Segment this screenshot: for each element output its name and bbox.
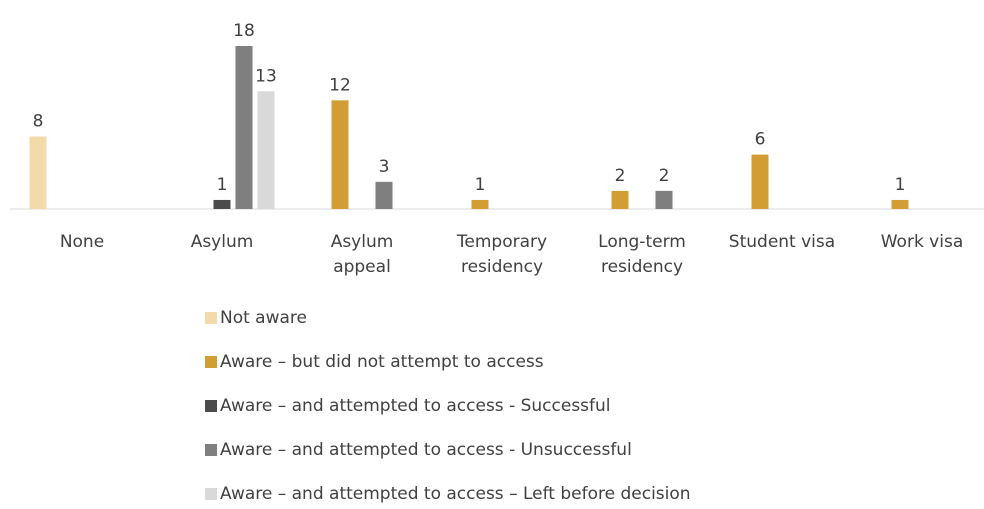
bar bbox=[331, 100, 349, 209]
x-tick-label: Temporary residency bbox=[456, 232, 548, 277]
legend-swatch bbox=[205, 312, 217, 324]
bar bbox=[235, 46, 253, 209]
legend-item: Not aware bbox=[205, 307, 307, 329]
legend-swatch bbox=[205, 488, 217, 500]
data-label: 1 bbox=[217, 175, 228, 195]
x-tick-label: Long-term residency bbox=[598, 232, 686, 277]
x-tick-label: Asylum appeal bbox=[330, 232, 394, 277]
data-label: 6 bbox=[755, 130, 766, 150]
legend-item: Aware – and attempted to access - Succes… bbox=[205, 395, 611, 417]
data-label: 12 bbox=[329, 75, 351, 95]
data-label: 18 bbox=[233, 21, 255, 41]
x-tick-label: Asylum bbox=[190, 232, 254, 252]
legend-swatch bbox=[205, 444, 217, 456]
bar bbox=[611, 190, 629, 209]
bar bbox=[471, 199, 489, 209]
bar bbox=[891, 199, 909, 209]
legend-label: Aware – and attempted to access - Unsucc… bbox=[220, 440, 632, 460]
data-label: 8 bbox=[33, 112, 44, 132]
legend-swatch bbox=[205, 356, 217, 368]
bar bbox=[257, 91, 275, 209]
data-label: 2 bbox=[659, 166, 670, 186]
bar bbox=[375, 181, 393, 209]
bar bbox=[29, 136, 47, 209]
legend-label: Not aware bbox=[220, 308, 308, 328]
bar bbox=[213, 199, 231, 209]
x-tick-label: Student visa bbox=[728, 232, 836, 252]
legend-label: Aware – and attempted to access - Succes… bbox=[220, 396, 611, 416]
legend-label: Aware – and attempted to access – Left b… bbox=[220, 484, 691, 504]
data-label: 1 bbox=[475, 175, 486, 195]
legend-item: Aware – and attempted to access – Left b… bbox=[205, 483, 691, 505]
x-tick-label: None bbox=[59, 232, 105, 252]
legend-item: Aware – but did not attempt to access bbox=[205, 351, 544, 373]
data-label: 3 bbox=[379, 157, 390, 177]
legend-swatch bbox=[205, 400, 217, 412]
legend-label: Aware – but did not attempt to access bbox=[220, 352, 544, 372]
data-label: 1 bbox=[895, 175, 906, 195]
legend-item: Aware – and attempted to access - Unsucc… bbox=[205, 439, 632, 461]
x-tick-label: Work visa bbox=[880, 232, 964, 252]
data-label: 13 bbox=[255, 66, 277, 86]
data-label: 2 bbox=[615, 166, 626, 186]
bar bbox=[655, 190, 673, 209]
bar bbox=[751, 154, 769, 209]
